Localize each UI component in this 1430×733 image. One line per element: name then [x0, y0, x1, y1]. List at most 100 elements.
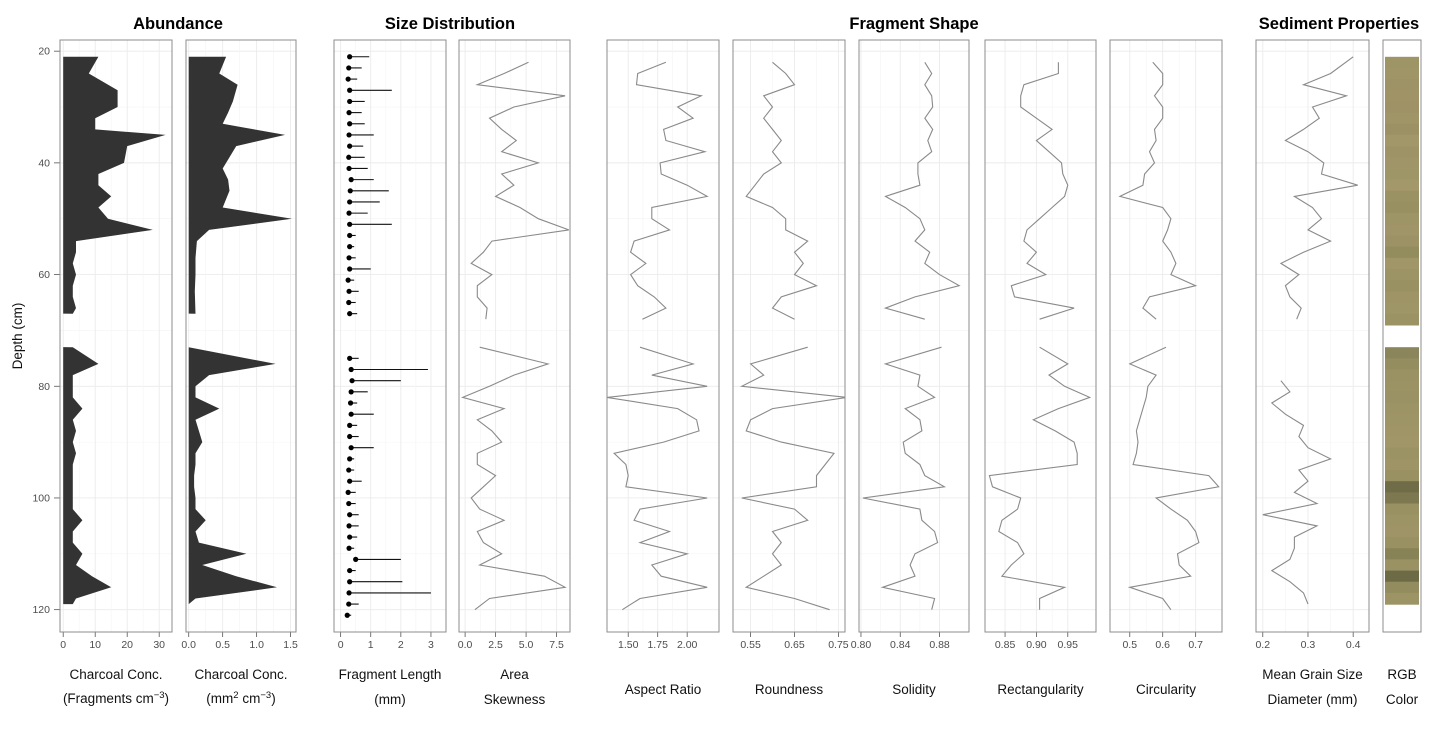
- color-band: [1385, 79, 1419, 91]
- x-tick-label: 3: [428, 639, 434, 651]
- color-band: [1385, 190, 1419, 203]
- line-series: [607, 346, 708, 611]
- x-tick-label: 1.0: [249, 639, 264, 651]
- data-point: [347, 478, 353, 484]
- data-point: [348, 389, 354, 395]
- x-tick-label: 0: [338, 639, 344, 651]
- plot-area: [1262, 56, 1358, 605]
- x-tick-label: 2.00: [677, 639, 698, 651]
- panel-round: 0.55 0.65 0.75 Roundness: [732, 39, 849, 697]
- panel-solidity: 0.80 0.84 0.88 Solidity: [851, 39, 970, 697]
- data-point: [346, 545, 352, 551]
- color-band: [1385, 202, 1419, 214]
- data-point: [347, 232, 353, 239]
- line-series: [745, 61, 818, 320]
- panel-border: [458, 39, 571, 633]
- panel-charcoal_count: 0 10 20 30 Charcoal Conc. (Fragments cm−3): [59, 39, 173, 706]
- data-point: [346, 500, 352, 507]
- data-point: [347, 199, 353, 205]
- plot-area: [607, 61, 709, 611]
- x-tick-label: 0.55: [740, 639, 761, 651]
- x-tick-label: 0.84: [890, 639, 911, 651]
- x-tick-label: 0.5: [1122, 639, 1137, 651]
- plot-area: [188, 56, 292, 605]
- data-point: [347, 512, 353, 518]
- color-band: [1385, 157, 1419, 170]
- color-band: [1385, 291, 1419, 304]
- x-tick-label: 0.0: [181, 639, 196, 651]
- x-tick-label: 0.88: [929, 639, 950, 651]
- x-tick-label: 2.5: [488, 639, 503, 651]
- data-point: [346, 165, 352, 172]
- x-tick-label: 1: [368, 639, 374, 651]
- axis-label: Mean Grain Size: [1262, 667, 1363, 682]
- color-band: [1385, 246, 1419, 259]
- area-series: [188, 56, 292, 314]
- data-point: [347, 534, 353, 540]
- panel-rect: 0.85 0.90 0.95 Rectangularity: [984, 39, 1097, 697]
- color-band: [1385, 559, 1419, 572]
- color-band: [1385, 537, 1419, 549]
- data-point: [347, 221, 353, 227]
- x-tick-label: 0.65: [784, 639, 805, 651]
- color-band: [1385, 391, 1419, 404]
- color-band: [1385, 235, 1419, 248]
- panel-aspect: 1.50 1.75 2.00 Aspect Ratio: [606, 39, 720, 697]
- data-point: [346, 110, 352, 116]
- data-point: [346, 288, 352, 294]
- color-band: [1385, 56, 1419, 69]
- y-tick-label: 100: [32, 492, 50, 504]
- color-band: [1385, 347, 1419, 359]
- color-band: [1385, 436, 1419, 449]
- color-band: [1385, 369, 1419, 382]
- y-tick-label: 60: [38, 269, 50, 281]
- data-point: [347, 422, 353, 428]
- x-tick-label: 0.6: [1155, 639, 1170, 651]
- line-series: [1279, 56, 1358, 320]
- data-point: [348, 411, 354, 417]
- axis-label: RGB: [1387, 667, 1416, 682]
- color-band: [1385, 123, 1419, 136]
- data-point: [345, 277, 351, 283]
- plot-area: [1118, 61, 1220, 611]
- color-band: [1385, 168, 1419, 181]
- x-tick-label: 2: [398, 639, 404, 651]
- axis-label: Area: [500, 667, 529, 682]
- data-point: [347, 311, 353, 317]
- data-point: [348, 177, 354, 183]
- axis-label: Circularity: [1136, 682, 1196, 697]
- line-series: [883, 62, 961, 320]
- data-point: [346, 210, 352, 216]
- plot-area: [739, 61, 845, 611]
- panel-circ: 0.5 0.6 0.7 Circularity: [1109, 39, 1223, 697]
- panel-border: [984, 39, 1097, 633]
- color-band: [1385, 101, 1419, 114]
- panel-border: [1382, 39, 1422, 633]
- panel-length: 0 1 2 3 Fragment Length (mm): [333, 39, 447, 707]
- x-tick-label: 1.75: [647, 639, 668, 651]
- x-tick-label: 0.95: [1058, 639, 1079, 651]
- x-tick-label: 0: [60, 639, 66, 651]
- axis-label: Roundness: [755, 682, 824, 697]
- data-point: [347, 143, 353, 149]
- color-band: [1385, 414, 1419, 426]
- plot-area: [1385, 56, 1419, 605]
- plot-area: [460, 61, 569, 611]
- line-series: [1010, 62, 1075, 320]
- color-band: [1385, 179, 1419, 192]
- data-point: [347, 567, 353, 574]
- data-point: [348, 366, 354, 373]
- x-tick-label: 0.5: [215, 639, 230, 651]
- x-tick-label: 0.4: [1346, 639, 1361, 651]
- panel-border: [333, 39, 447, 633]
- data-point: [347, 121, 353, 127]
- data-point: [347, 188, 353, 194]
- axis-label-part: (mm: [206, 691, 233, 706]
- data-point: [345, 489, 351, 495]
- data-point: [349, 378, 355, 384]
- color-band: [1385, 581, 1419, 594]
- data-point: [353, 556, 359, 562]
- axis-label: Charcoal Conc.: [69, 667, 162, 682]
- panel-border: [858, 39, 970, 633]
